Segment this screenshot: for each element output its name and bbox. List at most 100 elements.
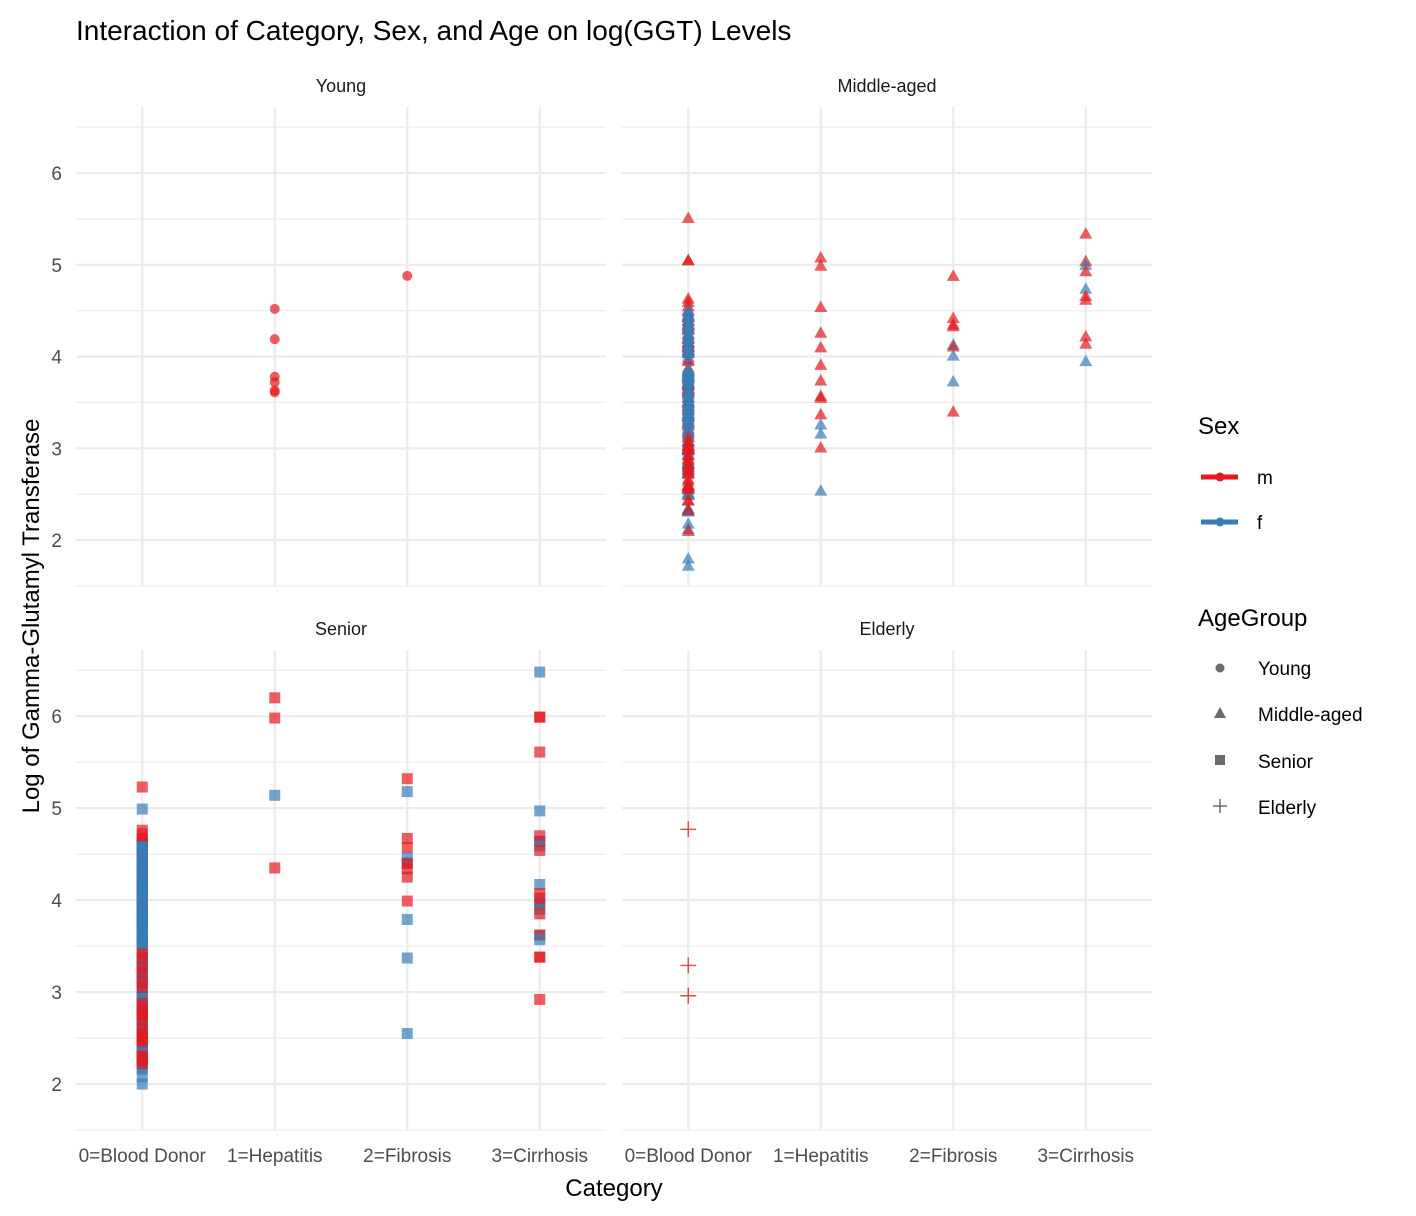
- data-point: [402, 270, 413, 281]
- legend-age-title: AgeGroup: [1198, 605, 1307, 632]
- data-point: [534, 898, 546, 910]
- data-point: [136, 889, 148, 901]
- legend-item-elderly[interactable]: Elderly: [1213, 798, 1317, 819]
- x-axis-title: Category: [565, 1175, 662, 1202]
- legend-item-f[interactable]: f: [1201, 513, 1263, 534]
- data-point: [136, 967, 148, 979]
- y-tick-label: 4: [51, 348, 62, 369]
- panel-middle-aged: Middle-aged: [622, 76, 1152, 587]
- data-point: [680, 957, 697, 974]
- data-point: [681, 350, 695, 363]
- legend-item-middle-aged[interactable]: Middle-aged: [1214, 705, 1363, 726]
- data-point: [681, 441, 695, 454]
- data-point: [534, 666, 546, 678]
- legend-label-young: Young: [1258, 659, 1311, 680]
- points-middle-aged: [681, 211, 1093, 571]
- data-point: [269, 862, 281, 874]
- data-point: [269, 334, 280, 345]
- data-point: [1079, 227, 1093, 239]
- x-tick-label: 1=Hepatitis: [227, 1146, 323, 1167]
- data-point: [1079, 282, 1093, 294]
- legend-label-middle-aged: Middle-aged: [1258, 705, 1363, 726]
- data-point: [1079, 329, 1093, 342]
- panel-strip-label: Middle-aged: [837, 76, 936, 96]
- data-point: [401, 913, 413, 925]
- legend-item-senior[interactable]: Senior: [1215, 752, 1314, 773]
- data-point: [269, 387, 280, 398]
- data-point: [269, 377, 280, 388]
- data-point: [136, 803, 148, 815]
- data-point: [534, 805, 546, 817]
- data-point: [946, 374, 960, 387]
- legend-label-m: m: [1257, 468, 1273, 489]
- data-point: [136, 781, 148, 793]
- data-point: [681, 451, 695, 464]
- data-point: [946, 311, 960, 324]
- data-point: [681, 211, 695, 224]
- data-point: [681, 524, 695, 536]
- legend: Sex m f AgeGroup Young Middle-aged Senio…: [1198, 413, 1363, 819]
- data-point: [534, 951, 546, 963]
- data-point: [681, 416, 695, 429]
- data-point: [681, 401, 695, 413]
- data-point: [136, 1009, 148, 1021]
- data-point: [814, 440, 828, 453]
- y-tick-label: 6: [51, 707, 62, 728]
- legend-label-elderly: Elderly: [1258, 798, 1317, 819]
- legend-label-senior: Senior: [1258, 752, 1314, 773]
- data-point: [136, 962, 148, 974]
- points-elderly: [680, 821, 697, 1004]
- data-point: [814, 484, 828, 496]
- legend-item-young[interactable]: Young: [1215, 659, 1312, 680]
- data-point: [946, 405, 960, 417]
- data-point: [136, 981, 148, 993]
- y-tick-label: 4: [51, 891, 62, 912]
- data-point: [681, 494, 695, 506]
- y-tick-label: 2: [51, 531, 62, 552]
- data-point: [534, 830, 546, 842]
- data-point: [136, 1071, 148, 1083]
- panel-elderly: Elderly 0=Blood Donor 1=Hepatitis 2=Fibrosi…: [622, 619, 1152, 1167]
- data-point: [681, 466, 695, 478]
- data-point: [534, 878, 546, 890]
- data-point: [401, 1027, 413, 1039]
- circle-icon: [1215, 663, 1225, 673]
- data-point: [136, 1078, 148, 1090]
- data-point: [680, 821, 697, 838]
- data-point: [681, 551, 695, 564]
- data-point: [534, 908, 546, 920]
- plus-icon: [1213, 799, 1227, 813]
- data-point: [401, 833, 413, 845]
- data-point: [946, 340, 960, 352]
- data-point: [136, 948, 148, 960]
- data-point: [136, 905, 148, 917]
- data-point: [814, 427, 828, 439]
- data-point: [814, 417, 828, 430]
- legend-item-m[interactable]: m: [1201, 468, 1273, 489]
- data-point: [1079, 258, 1093, 270]
- panel-strip-label: Young: [316, 76, 366, 96]
- panel-senior: Senior 2 3 4 5 6 0=Blood Donor 1=Hepatitis 2=Fib…: [51, 619, 606, 1167]
- data-point: [681, 503, 695, 515]
- data-point: [946, 319, 960, 332]
- x-tick-label: 3=Cirrhosis: [491, 1146, 588, 1167]
- data-point: [946, 349, 960, 361]
- data-point: [1079, 337, 1093, 349]
- x-tick-label: 0=Blood Donor: [79, 1146, 207, 1167]
- legend-key-point-m: [1215, 472, 1225, 482]
- data-point: [814, 250, 828, 263]
- data-point: [136, 1050, 148, 1062]
- data-point: [136, 858, 148, 870]
- data-point: [814, 391, 828, 403]
- data-point: [681, 327, 695, 339]
- data-point: [401, 952, 413, 964]
- data-point: [534, 934, 546, 946]
- data-point: [814, 326, 828, 338]
- y-tick-label: 3: [51, 439, 62, 460]
- data-point: [681, 517, 695, 529]
- x-tick-label: 0=Blood Donor: [625, 1146, 753, 1167]
- y-tick-label: 6: [51, 164, 62, 185]
- y-axis-title: Log of Gamma-Glutamyl Transferase: [18, 419, 45, 814]
- data-point: [681, 481, 695, 493]
- data-point: [681, 319, 695, 331]
